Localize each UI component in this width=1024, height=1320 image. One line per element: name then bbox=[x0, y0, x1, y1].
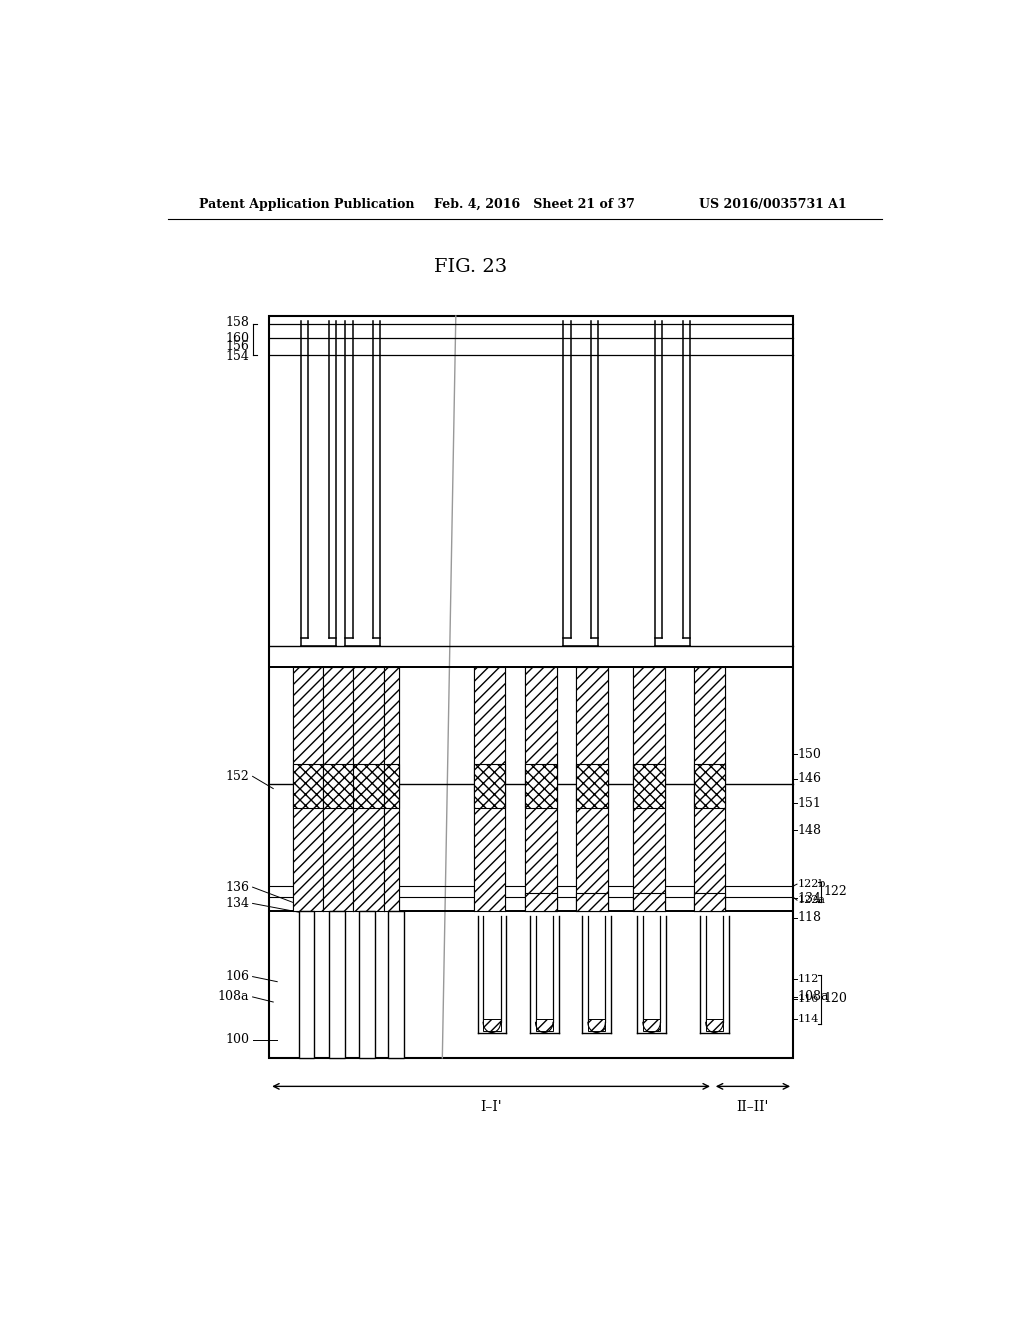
Text: 134: 134 bbox=[225, 896, 250, 909]
Bar bbox=[525, 667, 557, 911]
Text: 122: 122 bbox=[823, 886, 847, 898]
Text: 150: 150 bbox=[798, 748, 821, 760]
Bar bbox=[577, 667, 608, 911]
Text: 108a: 108a bbox=[798, 990, 829, 1003]
Bar bbox=[693, 894, 725, 911]
Bar bbox=[353, 764, 384, 808]
Text: 122a: 122a bbox=[798, 895, 825, 906]
Bar bbox=[384, 764, 399, 808]
Bar bbox=[483, 1019, 501, 1031]
Text: 156: 156 bbox=[225, 341, 250, 352]
Text: US 2016/0035731 A1: US 2016/0035731 A1 bbox=[699, 198, 847, 211]
Bar bbox=[693, 764, 725, 808]
Bar bbox=[577, 894, 608, 911]
Bar bbox=[633, 894, 665, 911]
Text: 122b: 122b bbox=[798, 879, 826, 890]
Text: 108a: 108a bbox=[218, 990, 250, 1003]
Bar bbox=[384, 667, 399, 911]
Bar bbox=[577, 764, 608, 808]
Text: I–I': I–I' bbox=[480, 1100, 502, 1114]
Text: FIG. 23: FIG. 23 bbox=[433, 259, 507, 276]
Text: 100: 100 bbox=[225, 1034, 250, 1047]
Text: 112: 112 bbox=[798, 974, 819, 983]
Text: 136: 136 bbox=[225, 880, 250, 894]
Text: 118: 118 bbox=[798, 911, 822, 924]
Bar bbox=[643, 1019, 660, 1031]
Bar bbox=[706, 1019, 723, 1031]
Bar bbox=[633, 667, 665, 911]
Text: Feb. 4, 2016   Sheet 21 of 37: Feb. 4, 2016 Sheet 21 of 37 bbox=[433, 198, 635, 211]
Bar bbox=[473, 764, 505, 808]
Text: Patent Application Publication: Patent Application Publication bbox=[200, 198, 415, 211]
Bar bbox=[324, 667, 353, 911]
Bar bbox=[588, 1019, 605, 1031]
Text: 116: 116 bbox=[798, 994, 819, 1005]
Text: 160: 160 bbox=[225, 331, 250, 345]
Bar bbox=[633, 764, 665, 808]
Bar bbox=[693, 667, 725, 911]
Bar bbox=[359, 911, 375, 1057]
Text: 152: 152 bbox=[225, 770, 250, 783]
Bar bbox=[329, 911, 345, 1057]
Bar bbox=[388, 911, 404, 1057]
Text: II–II': II–II' bbox=[737, 1100, 769, 1114]
Text: 158: 158 bbox=[225, 315, 250, 329]
Bar bbox=[299, 911, 314, 1057]
Bar bbox=[353, 667, 384, 911]
Bar bbox=[269, 315, 793, 1057]
Bar bbox=[473, 667, 505, 911]
Text: 114: 114 bbox=[798, 1014, 819, 1024]
Text: 151: 151 bbox=[798, 797, 821, 809]
Bar bbox=[525, 894, 557, 911]
Text: 148: 148 bbox=[798, 824, 822, 837]
Bar bbox=[293, 667, 324, 911]
Bar bbox=[525, 764, 557, 808]
Text: 146: 146 bbox=[798, 772, 822, 785]
Bar bbox=[324, 764, 353, 808]
Bar bbox=[536, 1019, 553, 1031]
Bar bbox=[293, 764, 324, 808]
Text: 134: 134 bbox=[798, 892, 822, 904]
Text: 154: 154 bbox=[225, 350, 250, 363]
Text: 120: 120 bbox=[823, 993, 847, 1006]
Text: 106: 106 bbox=[225, 970, 250, 983]
